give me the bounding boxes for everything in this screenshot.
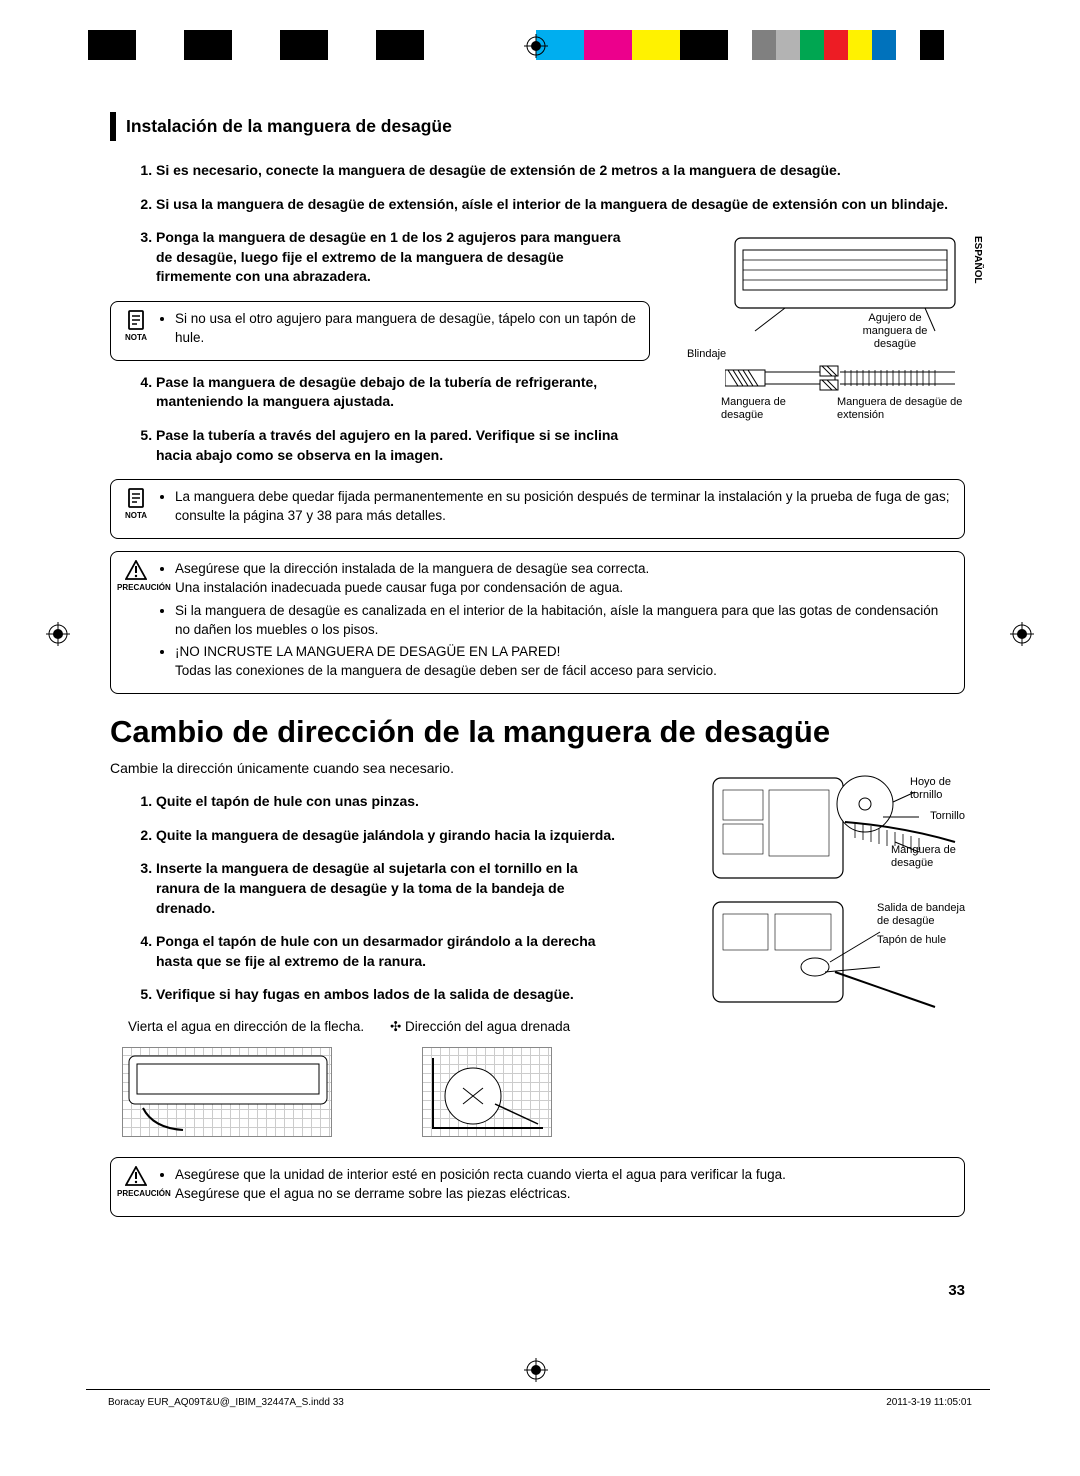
diagram-unit-hose: Agujero de manguera de desagüe Blindaje … xyxy=(725,236,965,436)
flow-note-b: ✣ Dirección del agua drenada xyxy=(390,1019,570,1035)
footer-filename: Boracay EUR_AQ09T&U@_IBIM_32447A_S.indd … xyxy=(108,1397,344,1408)
diagram-label: Manguera de desagüe xyxy=(721,396,811,422)
note-callout: NOTA La manguera debe quedar fijada perm… xyxy=(110,479,965,539)
note-label: NOTA xyxy=(117,488,155,521)
caution-item: ¡NO INCRUSTE LA MANGUERA DE DESAGÜE EN L… xyxy=(175,643,952,681)
caution-callout: PRECAUCIÓN Asegúrese que la unidad de in… xyxy=(110,1157,965,1217)
diagram-label: Hoyo de tornillo xyxy=(910,776,965,802)
diagram-label: Salida de bandeja de desagüe xyxy=(877,902,969,928)
illustrations xyxy=(110,1047,965,1137)
diagram-label: Tornillo xyxy=(930,810,965,823)
caution-label: PRECAUCIÓN xyxy=(117,1166,155,1199)
diagram-label: Manguera de desagüe de extensión xyxy=(837,396,967,422)
diagram-label: Tapón de hule xyxy=(877,934,969,947)
footer-timestamp: 2011-3-19 11:05:01 xyxy=(886,1397,972,1408)
caution-text: PRECAUCIÓN xyxy=(117,1189,171,1198)
registration-mark-icon xyxy=(524,34,548,58)
caution-item: Asegúrese que la unidad de interior esté… xyxy=(175,1166,952,1204)
warning-icon xyxy=(125,1166,147,1186)
illustration-2 xyxy=(422,1047,552,1137)
registration-mark-icon xyxy=(524,1358,548,1382)
caution-item: Asegúrese que la dirección instalada de … xyxy=(175,560,952,598)
diagram-label: Manguera de desagüe xyxy=(891,844,969,870)
footer-rule xyxy=(86,1389,990,1390)
page-number: 33 xyxy=(948,1282,965,1299)
note-icon xyxy=(127,310,145,330)
warning-icon xyxy=(125,560,147,580)
note-label: NOTA xyxy=(117,310,155,343)
diagram-direction-change: Hoyo de tornillo Tornillo Manguera de de… xyxy=(705,772,965,1022)
diagram-label: Blindaje xyxy=(687,348,726,361)
diagram-label: Agujero de manguera de desagüe xyxy=(855,312,935,352)
section-title: Instalación de la manguera de desagüe xyxy=(110,112,965,141)
note-text: NOTA xyxy=(125,511,147,520)
registration-mark-icon xyxy=(1010,622,1034,646)
language-label: ESPAÑOL xyxy=(972,236,983,284)
main-heading: Cambio de dirección de la manguera de de… xyxy=(110,714,965,750)
caution-item: Si la manguera de desagüe es canalizada … xyxy=(175,602,952,640)
note-icon xyxy=(127,488,145,508)
illustration-1 xyxy=(122,1047,332,1137)
note-item: La manguera debe quedar fijada permanent… xyxy=(175,488,952,526)
flow-note-a: Vierta el agua en dirección de la flecha… xyxy=(128,1019,364,1034)
caution-label: PRECAUCIÓN xyxy=(117,560,155,593)
caution-callout: PRECAUCIÓN Asegúrese que la dirección in… xyxy=(110,551,965,694)
note-callout: NOTA Si no usa el otro agujero para mang… xyxy=(110,301,650,361)
caution-text: PRECAUCIÓN xyxy=(117,583,171,592)
registration-mark-icon xyxy=(46,622,70,646)
step-1: Si es necesario, conecte la manguera de … xyxy=(156,161,965,181)
note-text: NOTA xyxy=(125,333,147,342)
note-item: Si no usa el otro agujero para manguera … xyxy=(175,310,637,348)
step-2: Si usa la manguera de desagüe de extensi… xyxy=(156,195,965,215)
